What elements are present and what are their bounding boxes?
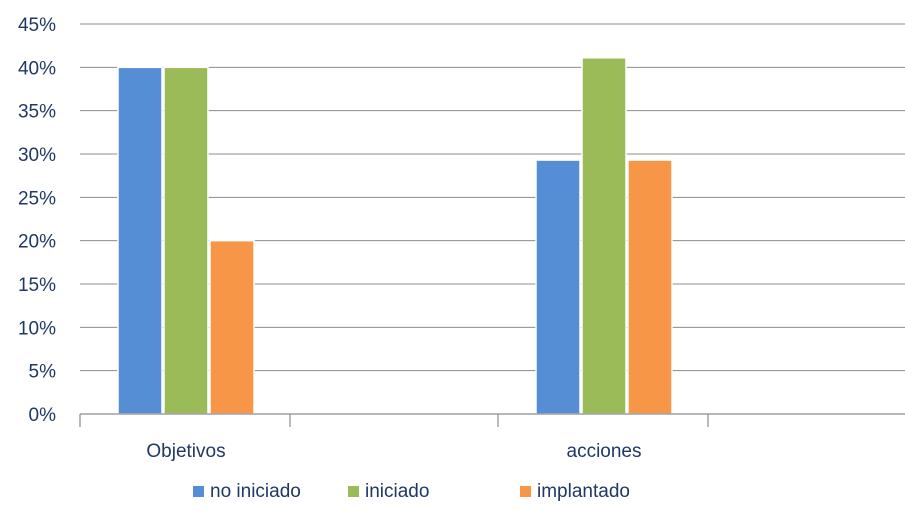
x-tick-label: acciones — [567, 441, 642, 462]
y-tick-label: 40% — [18, 58, 56, 79]
legend-label: iniciado — [365, 481, 429, 502]
legend-swatch — [348, 486, 359, 497]
bar-iniciado-acciones — [581, 57, 627, 415]
legend-label: implantado — [537, 481, 630, 502]
y-tick-label: 45% — [18, 15, 56, 36]
bar-iniciado-objetivos — [163, 66, 209, 415]
y-tick-label: 25% — [18, 188, 56, 209]
y-tick-label: 10% — [18, 318, 56, 339]
legend: no iniciado iniciado implantado — [193, 481, 630, 502]
legend-label: no iniciado — [210, 481, 301, 502]
bar-implantado-acciones — [627, 159, 673, 415]
legend-swatch — [193, 486, 204, 497]
legend-swatch — [520, 486, 531, 497]
bar-implantado-objetivos — [209, 239, 255, 415]
bar-no-iniciado-acciones — [535, 159, 581, 415]
bar-no-iniciado-objetivos — [117, 66, 163, 415]
y-tick-label: 5% — [29, 362, 57, 383]
y-tick-label: 20% — [18, 232, 56, 253]
bars — [117, 57, 673, 415]
axes: 0% 5% 10% 15% 20% 25% 30% 35% 40% 45% Objetivos acc… — [18, 15, 905, 462]
y-tick-label: 30% — [18, 145, 56, 166]
y-tick-label: 0% — [29, 405, 57, 426]
y-tick-label: 15% — [18, 275, 56, 296]
x-tick-label: Objetivos — [146, 441, 225, 462]
y-tick-label: 35% — [18, 102, 56, 123]
